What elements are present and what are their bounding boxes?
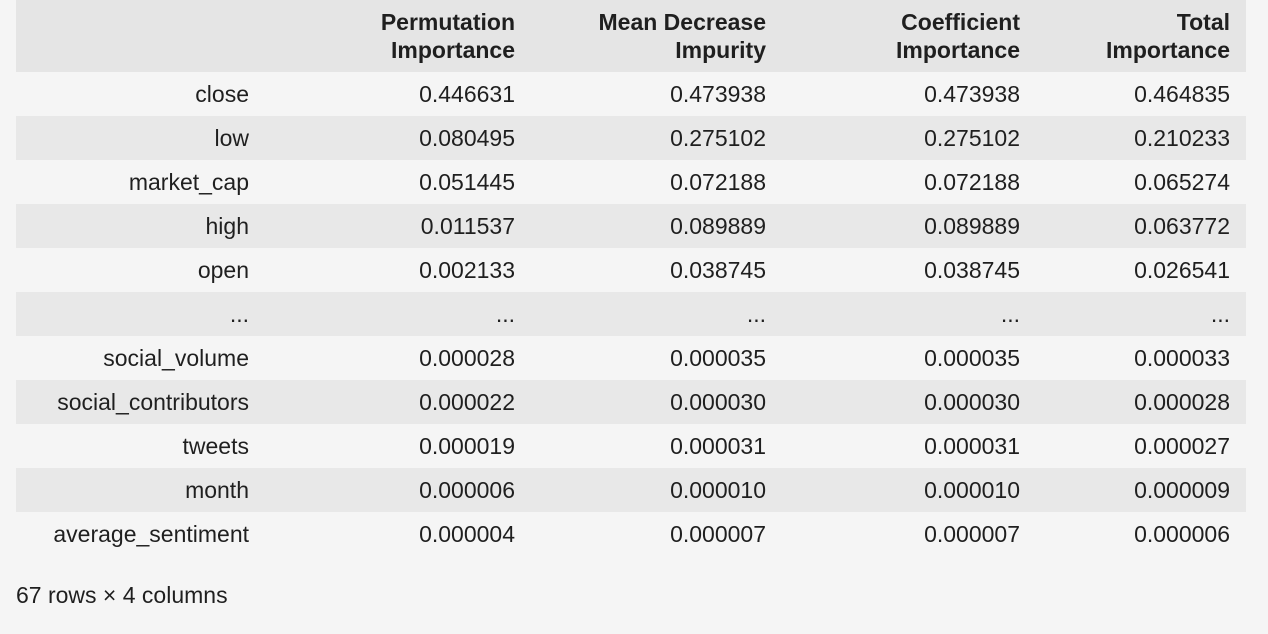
column-header-permutation-importance: Permutation Importance: [265, 0, 531, 72]
column-header-line2: Importance: [391, 37, 515, 63]
row-index: social_volume: [16, 336, 265, 380]
table-cell: ...: [265, 292, 531, 336]
table-cell: 0.089889: [531, 204, 782, 248]
table-cell: 0.000004: [265, 512, 531, 556]
table-header: Permutation Importance Mean Decrease Imp…: [16, 0, 1246, 72]
table-cell: 0.026541: [1036, 248, 1246, 292]
row-index: social_contributors: [16, 380, 265, 424]
table-cell: 0.000007: [782, 512, 1036, 556]
table-cell: 0.000030: [531, 380, 782, 424]
row-index: close: [16, 72, 265, 116]
column-header-line2: Importance: [896, 37, 1020, 63]
table-cell: 0.038745: [531, 248, 782, 292]
dataframe-table: Permutation Importance Mean Decrease Imp…: [16, 0, 1246, 556]
table-cell: 0.000010: [531, 468, 782, 512]
table-cell: 0.464835: [1036, 72, 1246, 116]
table-cell: 0.000031: [782, 424, 1036, 468]
table-cell: 0.065274: [1036, 160, 1246, 204]
table-cell: 0.000028: [1036, 380, 1246, 424]
table-cell: 0.000027: [1036, 424, 1246, 468]
table-cell: 0.063772: [1036, 204, 1246, 248]
column-header-total-importance: Total Importance: [1036, 0, 1246, 72]
table-cell: 0.210233: [1036, 116, 1246, 160]
table-cell: 0.000030: [782, 380, 1036, 424]
table-cell: 0.000031: [531, 424, 782, 468]
table-cell: 0.089889: [782, 204, 1036, 248]
row-index: average_sentiment: [16, 512, 265, 556]
table-cell: 0.473938: [782, 72, 1036, 116]
table-row: market_cap 0.051445 0.072188 0.072188 0.…: [16, 160, 1246, 204]
table-row: low 0.080495 0.275102 0.275102 0.210233: [16, 116, 1246, 160]
table-cell: 0.275102: [531, 116, 782, 160]
row-index: month: [16, 468, 265, 512]
column-header-line1: Coefficient: [901, 9, 1020, 35]
column-header-line2: Impurity: [675, 37, 766, 63]
dataframe-shape-text: 67 rows × 4 columns: [16, 582, 228, 608]
table-cell: 0.000033: [1036, 336, 1246, 380]
table-cell: 0.011537: [265, 204, 531, 248]
header-row: Permutation Importance Mean Decrease Imp…: [16, 0, 1246, 72]
row-index: open: [16, 248, 265, 292]
table-cell: 0.275102: [782, 116, 1036, 160]
table-row: open 0.002133 0.038745 0.038745 0.026541: [16, 248, 1246, 292]
table-cell: 0.000006: [1036, 512, 1246, 556]
table-row: social_contributors 0.000022 0.000030 0.…: [16, 380, 1246, 424]
table-row-ellipsis: ... ... ... ... ...: [16, 292, 1246, 336]
table-cell: 0.072188: [531, 160, 782, 204]
row-index: low: [16, 116, 265, 160]
table-cell: ...: [531, 292, 782, 336]
table-cell: 0.000028: [265, 336, 531, 380]
table-cell: 0.473938: [531, 72, 782, 116]
row-index: market_cap: [16, 160, 265, 204]
table-cell: 0.002133: [265, 248, 531, 292]
table-cell: 0.000010: [782, 468, 1036, 512]
table-cell: ...: [782, 292, 1036, 336]
row-index: tweets: [16, 424, 265, 468]
row-index: ...: [16, 292, 265, 336]
table-cell: 0.000009: [1036, 468, 1246, 512]
table-cell: 0.000019: [265, 424, 531, 468]
column-header-line2: Importance: [1106, 37, 1230, 63]
table-cell: 0.446631: [265, 72, 531, 116]
table-cell: ...: [1036, 292, 1246, 336]
table-cell: 0.038745: [782, 248, 1036, 292]
table-row: month 0.000006 0.000010 0.000010 0.00000…: [16, 468, 1246, 512]
column-header-line1: Total: [1176, 9, 1230, 35]
dataframe-output: Permutation Importance Mean Decrease Imp…: [16, 0, 1246, 556]
table-cell: 0.072188: [782, 160, 1036, 204]
row-index: high: [16, 204, 265, 248]
table-cell: 0.000022: [265, 380, 531, 424]
table-row: average_sentiment 0.000004 0.000007 0.00…: [16, 512, 1246, 556]
table-row: close 0.446631 0.473938 0.473938 0.46483…: [16, 72, 1246, 116]
table-cell: 0.000035: [782, 336, 1036, 380]
column-header-coefficient-importance: Coefficient Importance: [782, 0, 1036, 72]
column-header-mean-decrease-impurity: Mean Decrease Impurity: [531, 0, 782, 72]
table-row: high 0.011537 0.089889 0.089889 0.063772: [16, 204, 1246, 248]
table-body: close 0.446631 0.473938 0.473938 0.46483…: [16, 72, 1246, 556]
table-row: social_volume 0.000028 0.000035 0.000035…: [16, 336, 1246, 380]
table-cell: 0.000007: [531, 512, 782, 556]
index-header: [16, 0, 265, 72]
table-row: tweets 0.000019 0.000031 0.000031 0.0000…: [16, 424, 1246, 468]
table-cell: 0.000035: [531, 336, 782, 380]
column-header-line1: Permutation: [380, 9, 515, 35]
table-cell: 0.000006: [265, 468, 531, 512]
table-cell: 0.080495: [265, 116, 531, 160]
table-cell: 0.051445: [265, 160, 531, 204]
column-header-line1: Mean Decrease: [598, 9, 767, 35]
